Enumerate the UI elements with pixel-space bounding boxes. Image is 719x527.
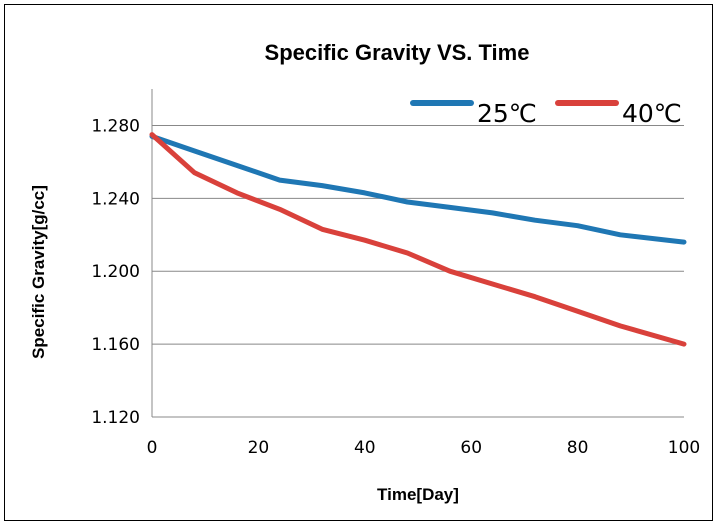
series-line-0 (149, 133, 687, 245)
y-tick-label: 1.280 (91, 116, 140, 136)
y-tick-label: 1.200 (91, 262, 140, 282)
legend: 25℃ 40℃ (410, 99, 682, 128)
x-tick-label: 80 (567, 438, 589, 458)
y-tick-label: 1.120 (91, 408, 140, 428)
series-line-1 (149, 132, 687, 347)
y-tick-label: 1.240 (91, 189, 140, 209)
y-axis-label: Specific Gravity[g/cc] (29, 185, 48, 359)
y-tick-label: 1.160 (91, 335, 140, 355)
chart-frame (4, 4, 713, 521)
legend-label-1: 40℃ (622, 99, 682, 128)
x-tick-label: 20 (248, 438, 270, 458)
x-axis-label: Time[Day] (377, 485, 459, 504)
y-axis-ticks: 1.120 1.160 1.200 1.240 1.280 (91, 116, 140, 428)
x-tick-label: 0 (147, 438, 158, 458)
legend-label-0: 25℃ (477, 99, 537, 128)
x-axis-ticks: 0 20 40 60 80 100 (147, 438, 701, 458)
gridlines (152, 124, 684, 418)
chart-title: Specific Gravity VS. Time (265, 40, 530, 65)
x-tick-label: 100 (668, 438, 700, 458)
x-tick-label: 60 (460, 438, 482, 458)
series-lines (149, 132, 687, 347)
x-tick-label: 40 (354, 438, 376, 458)
